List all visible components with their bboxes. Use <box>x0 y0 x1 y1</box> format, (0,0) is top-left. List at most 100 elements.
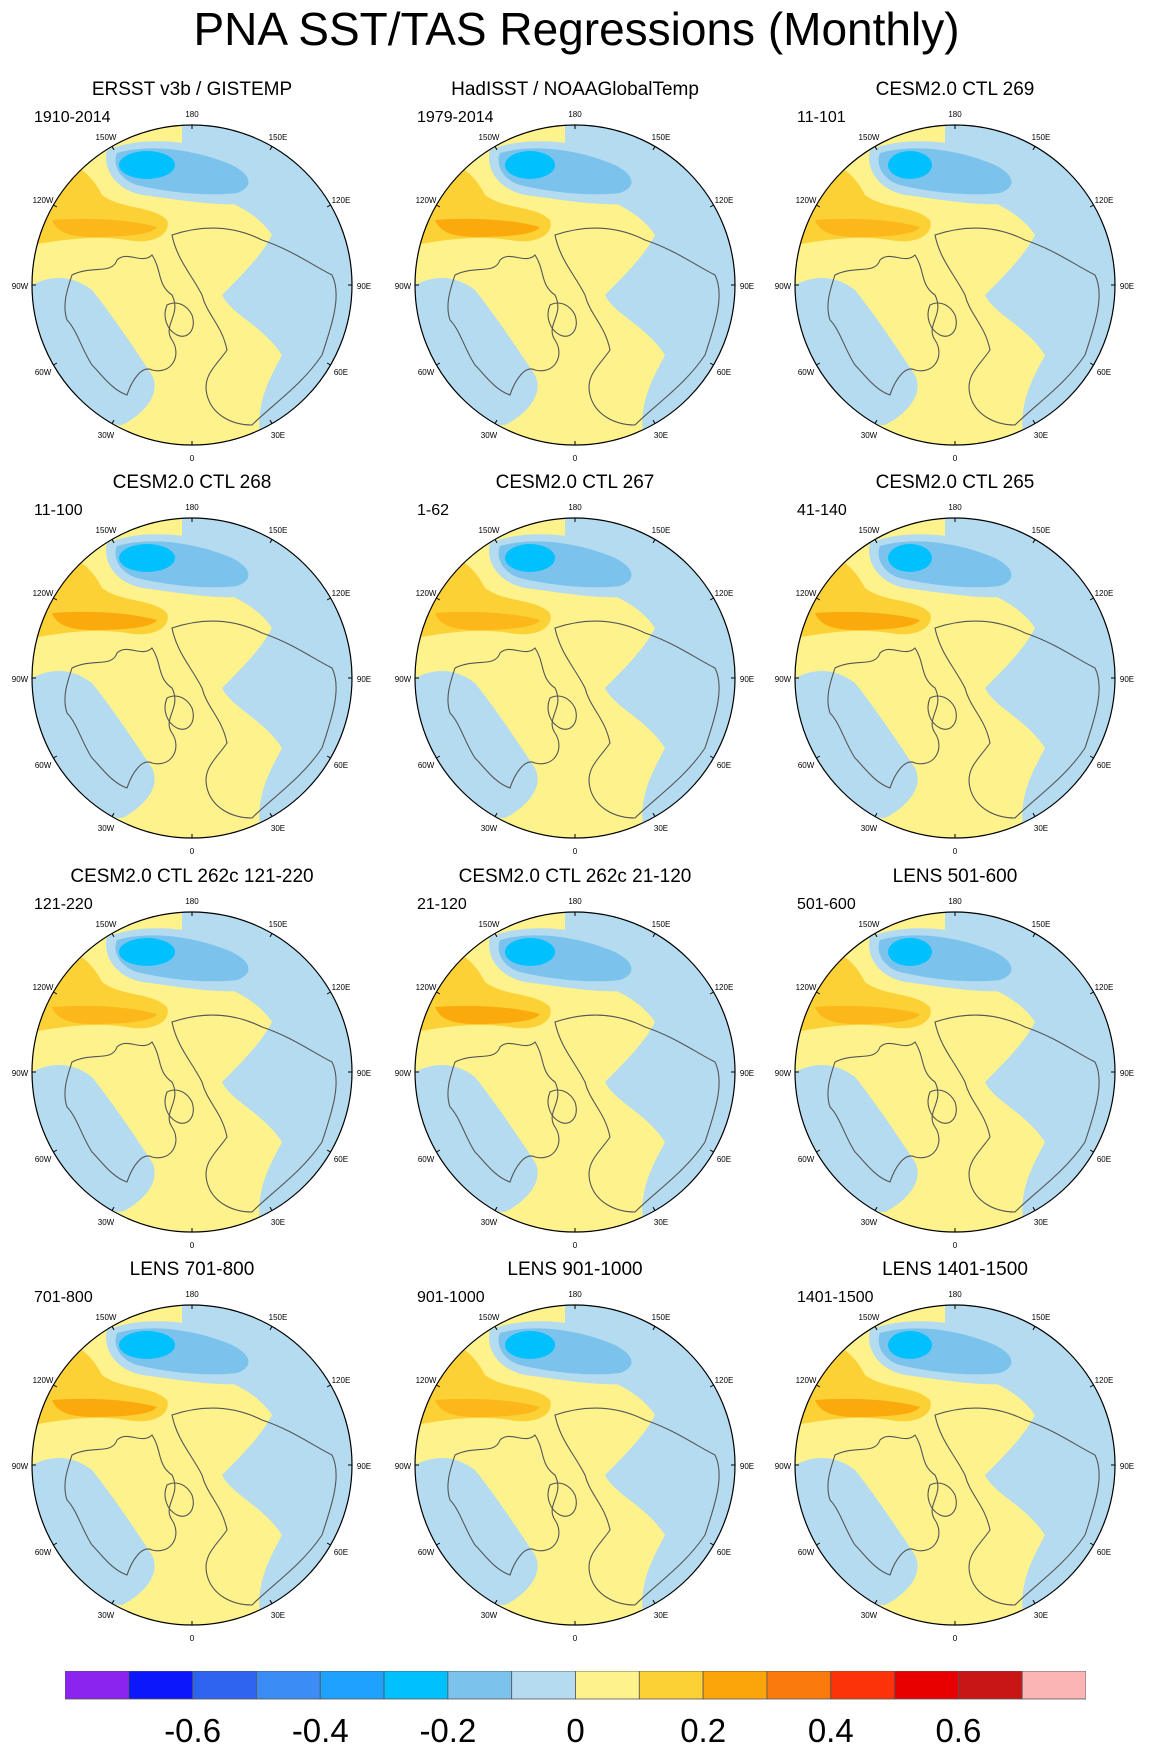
lon-label: 30E <box>1034 824 1048 833</box>
lon-label: 30E <box>271 431 285 440</box>
lon-tick <box>269 1599 273 1604</box>
colorbar <box>65 1671 1086 1700</box>
lon-label: 90W <box>395 282 412 291</box>
map-panel: HadISST / NOAAGlobalTemp 180 150E 120E 90E 60… <box>383 79 767 471</box>
lon-tick <box>436 755 441 759</box>
figure-title: PNA SST/TAS Regressions (Monthly) <box>193 3 960 55</box>
lon-label: 60W <box>798 761 815 770</box>
polar-map: 180 150E 120E 90E 60E 30E 0 30W 60W 90W 120W 150W <box>775 897 1134 1250</box>
lon-tick <box>494 146 498 151</box>
lon-label: 30E <box>271 824 285 833</box>
lon-tick <box>816 1542 821 1546</box>
lon-label: 90W <box>395 1069 412 1078</box>
lon-label: 120W <box>416 589 437 598</box>
map-panel: CESM2.0 CTL 268 180 150E 120E 90E 60E 30E 0 30W 6… <box>0 472 384 864</box>
map-panel: LENS 501-600 180 150E 120E 90E 60E 30E 0 30W 60W 9… <box>763 866 1147 1258</box>
colorbar-box <box>65 1671 130 1700</box>
lon-label: 150E <box>1032 920 1051 929</box>
lon-label: 60W <box>35 761 52 770</box>
lon-label: 30E <box>654 1611 668 1620</box>
panel-years: 701-800 <box>34 1289 93 1306</box>
lon-tick <box>269 1206 273 1211</box>
map-panel: LENS 701-800 180 150E 120E 90E 60E 30E 0 30W 60W 9… <box>0 1259 384 1651</box>
lon-label: 0 <box>953 1634 958 1643</box>
lon-tick <box>494 1206 498 1211</box>
lon-label: 0 <box>190 847 195 856</box>
colorbar-box <box>1021 1671 1086 1700</box>
lon-label: 60W <box>418 368 435 377</box>
colorbar-box <box>575 1671 640 1700</box>
lon-label: 150E <box>269 526 288 535</box>
lon-label: 60W <box>418 1155 435 1164</box>
panel-title: CESM2.0 CTL 262c 121-220 <box>70 866 314 887</box>
north-america-outline <box>447 254 560 396</box>
lon-label: 150W <box>96 920 117 929</box>
lon-tick <box>874 419 878 424</box>
lon-label: 120E <box>715 983 734 992</box>
lon-tick <box>816 1149 821 1153</box>
lon-tick <box>652 1206 656 1211</box>
lon-label: 30E <box>654 824 668 833</box>
lon-label: 90E <box>1120 1462 1134 1471</box>
lon-label: 90W <box>775 282 792 291</box>
lon-tick <box>1089 204 1094 208</box>
lon-label: 90W <box>395 675 412 684</box>
lon-tick <box>709 991 714 995</box>
polar-map: 180 150E 120E 90E 60E 30E 0 30W 60W 90W 120W 150W <box>775 110 1134 463</box>
lon-label: 60E <box>717 1155 731 1164</box>
lon-label: 120E <box>332 983 351 992</box>
lon-tick <box>326 1542 331 1546</box>
panel-title: CESM2.0 CTL 265 <box>875 472 1035 493</box>
north-america-outline <box>827 1434 940 1576</box>
lon-label: 90E <box>740 282 754 291</box>
neg-anomaly-region <box>565 1305 735 1625</box>
lon-label: 120W <box>416 983 437 992</box>
eurasia-outline <box>171 1014 337 1213</box>
lon-tick <box>436 1149 441 1153</box>
lon-label: 90W <box>775 1069 792 1078</box>
lon-label: 150E <box>652 1313 671 1322</box>
north-america-outline <box>447 1041 560 1183</box>
colorbar-box <box>383 1671 449 1700</box>
lon-tick <box>874 146 878 151</box>
lon-label: 150W <box>479 526 500 535</box>
greenland-outline <box>547 302 577 337</box>
lon-tick <box>1089 1149 1094 1153</box>
pacific-cold-core <box>505 151 555 179</box>
lon-tick <box>111 1326 115 1331</box>
lon-label: 30W <box>98 1218 115 1227</box>
lon-label: 90E <box>740 1462 754 1471</box>
lon-label: 90W <box>395 1462 412 1471</box>
lon-label: 90E <box>1120 1069 1134 1078</box>
lon-label: 150W <box>859 133 880 142</box>
lon-tick <box>326 755 331 759</box>
polar-map: 180 150E 120E 90E 60E 30E 0 30W 60W 90W 120W 150W <box>12 897 371 1250</box>
panel-years: 901-1000 <box>417 1289 485 1306</box>
lon-label: 120E <box>715 1376 734 1385</box>
lon-tick <box>111 419 115 424</box>
lon-label: 90W <box>775 1462 792 1471</box>
colorbar-box <box>192 1671 257 1700</box>
lon-label: 60E <box>1097 368 1111 377</box>
panel-title: CESM2.0 CTL 268 <box>112 472 272 493</box>
colorbar-label: -0.6 <box>164 1712 222 1749</box>
lon-label: 60E <box>334 368 348 377</box>
map-panel: LENS 1401-1500 180 150E 120E 90E 60E 30E 0 30W 60… <box>763 1259 1147 1651</box>
lon-label: 60W <box>798 368 815 377</box>
lon-tick <box>1032 933 1036 938</box>
lon-tick <box>874 1206 878 1211</box>
eurasia-outline <box>171 227 337 426</box>
lon-label: 150E <box>269 1313 288 1322</box>
panel-years: 121-220 <box>34 896 93 913</box>
lon-tick <box>326 362 331 366</box>
lon-label: 60W <box>35 1548 52 1557</box>
lon-label: 90E <box>740 1069 754 1078</box>
lon-label: 90W <box>12 675 29 684</box>
polar-map: 180 150E 120E 90E 60E 30E 0 30W 60W 90W 120W 150W <box>395 897 754 1250</box>
lon-tick <box>709 1384 714 1388</box>
neg-anomaly-region <box>182 518 352 838</box>
lon-tick <box>269 1326 273 1331</box>
map-panel: ERSST v3b / GISTEMP 180 150E 120E 90E 60E 30E 0… <box>0 79 384 471</box>
greenland-outline <box>927 1482 957 1517</box>
lon-label: 60W <box>35 368 52 377</box>
